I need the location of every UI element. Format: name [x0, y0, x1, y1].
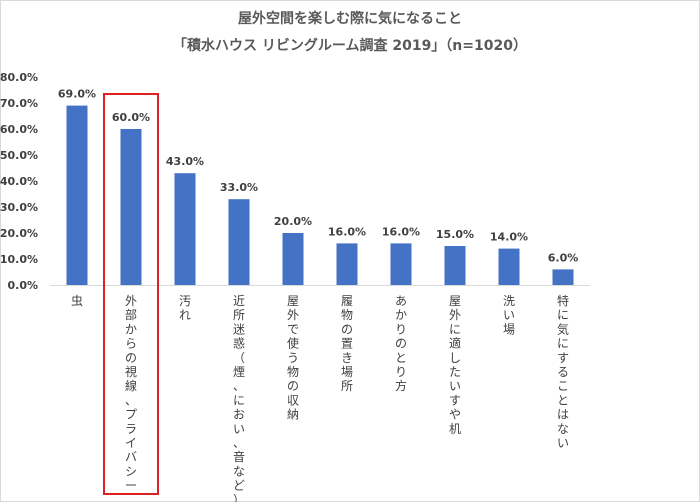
data-label: 15.0% [436, 228, 474, 241]
bar [228, 199, 250, 285]
data-label: 43.0% [166, 155, 204, 168]
y-tick-label: 80.0% [0, 71, 38, 84]
category-label: 近所迷惑（煙、におい、音など） [233, 294, 245, 502]
highlight-box [103, 93, 159, 495]
data-label: 16.0% [382, 225, 420, 238]
data-label: 60.0% [112, 111, 150, 124]
data-label: 69.0% [58, 88, 96, 101]
data-label: 16.0% [328, 225, 366, 238]
category-label: 虫 [71, 294, 83, 308]
chart-subtitle: 「積水ハウス リビングルーム調査 2019」（n=1020） [173, 38, 527, 54]
bar [390, 243, 412, 285]
y-tick-label: 40.0% [0, 175, 38, 188]
y-tick-label: 30.0% [0, 201, 38, 214]
y-tick-label: 60.0% [0, 123, 38, 136]
data-label: 20.0% [274, 215, 312, 228]
y-tick-label: 0.0% [7, 279, 38, 292]
category-label: 洗い場 [503, 294, 515, 336]
category-label: あかりのとり方 [395, 294, 407, 393]
bar [282, 233, 304, 285]
category-label: 汚れ [179, 294, 191, 322]
chart-title: 屋外空間を楽しむ際に気になること [238, 11, 462, 27]
category-label: 特に気にすることはない [557, 293, 569, 450]
data-label: 6.0% [548, 251, 579, 264]
y-tick-label: 20.0% [0, 227, 38, 240]
bar [336, 243, 358, 285]
category-label: 屋外で使う物の収納 [287, 294, 299, 422]
y-tick-label: 50.0% [0, 149, 38, 162]
y-tick-label: 70.0% [0, 97, 38, 110]
category-label: 履物の置き場所 [341, 294, 353, 393]
bar [174, 173, 196, 285]
y-tick-label: 10.0% [0, 253, 38, 266]
data-label: 33.0% [220, 181, 258, 194]
bar [498, 248, 520, 285]
bar [552, 269, 574, 285]
bar [120, 129, 142, 285]
category-label: 外部からの視線、プライバシー [125, 294, 137, 493]
bar [66, 105, 88, 285]
category-label: 屋外に適したいすや机 [449, 294, 461, 436]
bar [444, 246, 466, 285]
data-label: 14.0% [490, 231, 528, 244]
